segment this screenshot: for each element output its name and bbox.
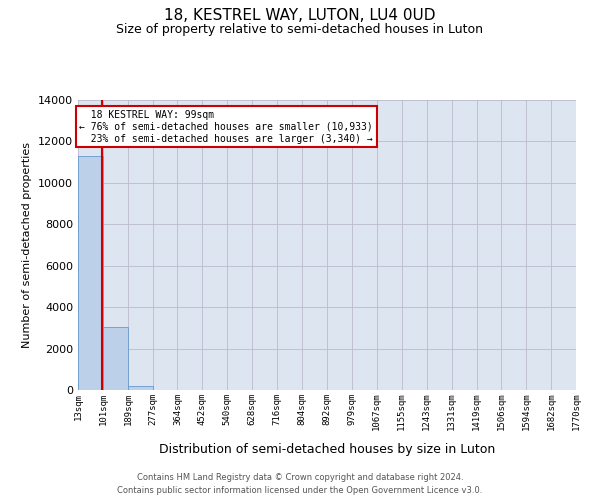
- Text: Contains HM Land Registry data © Crown copyright and database right 2024.
Contai: Contains HM Land Registry data © Crown c…: [118, 474, 482, 495]
- Text: 18, KESTREL WAY, LUTON, LU4 0UD: 18, KESTREL WAY, LUTON, LU4 0UD: [164, 8, 436, 22]
- Y-axis label: Number of semi-detached properties: Number of semi-detached properties: [22, 142, 32, 348]
- Bar: [78, 156, 103, 390]
- Bar: [103, 327, 128, 390]
- Text: Size of property relative to semi-detached houses in Luton: Size of property relative to semi-detach…: [116, 22, 484, 36]
- Text: Distribution of semi-detached houses by size in Luton: Distribution of semi-detached houses by …: [159, 442, 495, 456]
- Text: 18 KESTREL WAY: 99sqm
← 76% of semi-detached houses are smaller (10,933)
  23% o: 18 KESTREL WAY: 99sqm ← 76% of semi-deta…: [79, 110, 373, 144]
- Bar: [128, 386, 152, 390]
